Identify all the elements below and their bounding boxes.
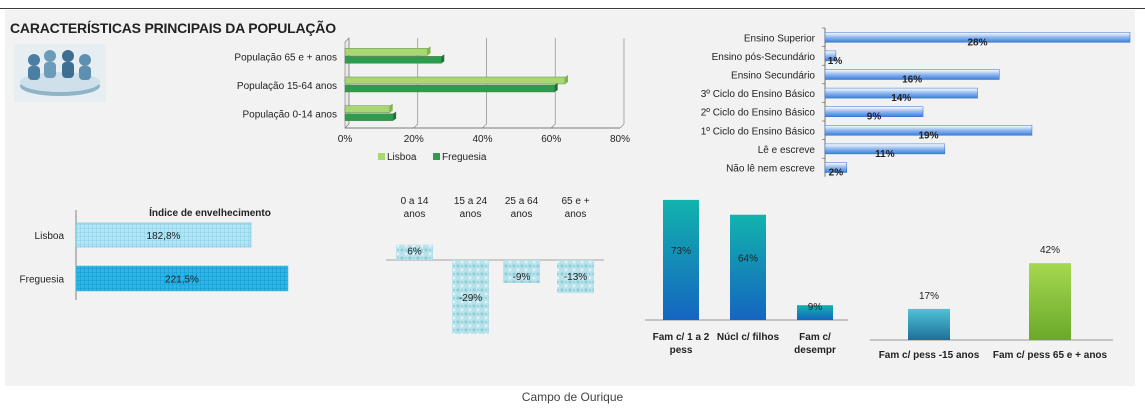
chart-title: Índice de envelhecimento <box>149 206 271 219</box>
top-rule <box>0 8 1145 9</box>
x-tick-label: 40% <box>472 134 492 145</box>
data-label: 19% <box>918 130 938 141</box>
category-label: Ensino pós-Secundário <box>712 52 816 63</box>
gridline <box>619 38 625 129</box>
category-label: Fam c/ pess 65 e + anos <box>993 350 1108 361</box>
households-bar <box>1029 263 1071 340</box>
data-label: 16% <box>902 75 922 86</box>
category-label: População 0-14 anos <box>242 110 337 121</box>
aging-bar <box>75 265 289 292</box>
bar-side <box>389 103 393 113</box>
aging-bar <box>75 222 252 248</box>
data-label: 1% <box>828 56 843 67</box>
families-bar <box>663 199 699 320</box>
education-bar <box>824 106 924 117</box>
data-label: -9% <box>513 272 531 283</box>
category-label: Fam c/ pess -15 anos <box>879 350 980 361</box>
footer-caption: Campo de Ourique <box>521 390 624 404</box>
category-label: anos <box>511 209 533 220</box>
category-label: População 15-64 anos <box>237 81 337 92</box>
bar-side <box>554 83 558 92</box>
data-label: 9% <box>808 302 823 313</box>
bar-side <box>565 75 568 84</box>
x-tick-label: 0% <box>338 134 353 145</box>
families-bar <box>797 305 833 320</box>
category-label: Fam c/ <box>799 332 831 343</box>
education-bar <box>824 125 1033 136</box>
x-tick-label: 80% <box>610 134 630 145</box>
x-tick-label: 20% <box>404 134 424 145</box>
category-label: pess <box>670 345 693 356</box>
legend-swatch <box>378 153 385 160</box>
category-label: Ensino Superior <box>744 33 816 44</box>
data-label: 64% <box>738 253 758 264</box>
category-label: anos <box>460 209 482 220</box>
gridline <box>551 38 556 129</box>
data-label: 73% <box>671 246 691 257</box>
page-title: CARACTERÍSTICAS PRINCIPAIS DA POPULAÇÃO <box>10 20 336 36</box>
category-label: População 65 e + anos <box>234 52 337 63</box>
education-bar <box>824 143 946 155</box>
gridline <box>413 38 419 129</box>
education-bar <box>824 162 848 173</box>
category-label: 1º Ciclo do Ensino Básico <box>701 126 816 137</box>
category-label: Fam c/ 1 a 2 <box>653 332 710 343</box>
data-label: 17% <box>919 291 939 302</box>
data-label: 182,8% <box>147 231 181 242</box>
gridline <box>482 38 487 129</box>
education-bar <box>824 50 837 62</box>
category-label: 2º Ciclo do Ensino Básico <box>701 108 816 119</box>
change-bar <box>396 244 433 260</box>
data-label: 42% <box>1040 245 1060 256</box>
legend-label: Lisboa <box>387 152 417 163</box>
category-label: 3º Ciclo do Ensino Básico <box>701 89 816 100</box>
bar-side <box>441 54 445 64</box>
change-bar <box>503 260 540 283</box>
households-bar <box>908 308 950 340</box>
category-label: Lisboa <box>35 231 65 242</box>
category-label: Ensino Secundário <box>731 71 815 82</box>
education-bar <box>824 87 978 99</box>
education-bar <box>824 69 1000 80</box>
bar-side <box>427 46 431 56</box>
gridline <box>344 38 350 129</box>
category-label: Freguesia <box>20 275 65 286</box>
education-bar <box>824 32 1131 43</box>
data-label: -29% <box>459 293 482 304</box>
category-label: anos <box>565 209 587 220</box>
x-tick-label: 60% <box>541 134 561 145</box>
change-bar <box>452 260 489 334</box>
category-label: 25 a 64 <box>505 196 539 207</box>
category-label: Núcl c/ filhos <box>717 332 780 343</box>
change-bar <box>557 260 594 294</box>
category-label: desempr <box>794 345 836 356</box>
data-label: 11% <box>875 149 895 160</box>
category-label: Lê e escreve <box>758 145 816 156</box>
category-label: anos <box>404 209 426 220</box>
data-label: 28% <box>967 37 987 48</box>
data-label: 14% <box>891 93 911 104</box>
data-label: -13% <box>564 272 587 283</box>
category-label: 65 e + <box>561 196 589 207</box>
families-bar <box>730 214 766 320</box>
bar-side <box>393 111 397 121</box>
category-label: 15 a 24 <box>454 196 488 207</box>
data-label: 6% <box>407 247 422 258</box>
people-crowd-icon <box>14 44 106 102</box>
legend-swatch <box>433 153 440 160</box>
category-label: 0 a 14 <box>401 196 429 207</box>
category-label: Não lê nem escreve <box>726 164 815 175</box>
data-label: 9% <box>867 112 882 123</box>
data-label: 221,5% <box>165 275 199 286</box>
legend-label: Freguesia <box>442 152 487 163</box>
data-label: 2% <box>829 168 844 179</box>
